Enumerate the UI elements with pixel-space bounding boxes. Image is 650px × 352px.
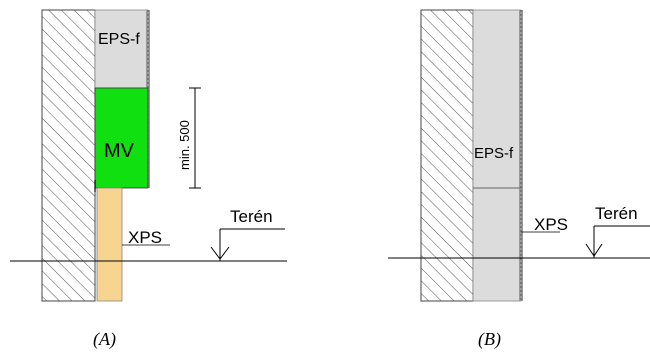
- diagram-a: EPS-f MV min. 500 XPS Terén (A): [10, 9, 287, 350]
- terrain-label-b: Terén: [595, 204, 638, 223]
- terrain-marker-b: [585, 225, 650, 258]
- dimension-min-500: [189, 87, 201, 189]
- terrain-label-a: Terén: [230, 207, 273, 226]
- diagram-b: EPS-f XPS Terén (B): [388, 9, 650, 350]
- eps-layer-b: [472, 9, 522, 302]
- terrain-marker-a: [210, 228, 285, 261]
- wall-a: [41, 9, 96, 302]
- caption-b: (B): [478, 329, 501, 350]
- caption-a: (A): [93, 329, 116, 350]
- xps-layer-a: [96, 187, 123, 302]
- xps-label-a: XPS: [128, 228, 162, 247]
- eps-label-b: EPS-f: [474, 145, 514, 162]
- wall-b: [420, 9, 474, 302]
- dimension-label-a: min. 500: [177, 120, 192, 170]
- eps-layer-a: [94, 9, 149, 89]
- mv-label-a: MV: [104, 140, 135, 162]
- xps-label-b: XPS: [534, 215, 568, 234]
- mv-layer-a: [94, 87, 149, 189]
- eps-label-a: EPS-f: [98, 31, 140, 48]
